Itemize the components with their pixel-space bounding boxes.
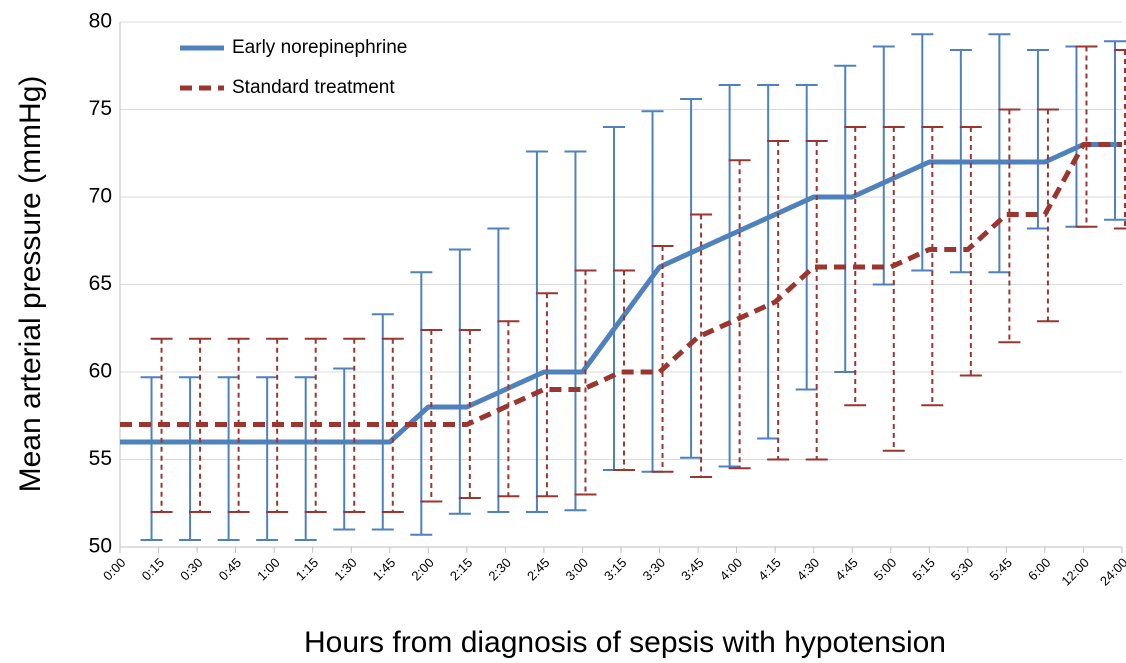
x-tick-label: 1:30	[331, 555, 360, 584]
legend-label: Standard treatment	[232, 77, 395, 98]
x-tick-label: 0:45	[216, 555, 245, 584]
x-tick-label: 2:30	[485, 555, 514, 584]
x-tick-label: 1:00	[254, 555, 283, 584]
y-axis-title: Mean arterial pressure (mmHg)	[14, 76, 47, 493]
x-tick-label: 3:45	[678, 555, 707, 584]
series-line	[120, 142, 1122, 445]
y-tick-label: 55	[89, 447, 112, 470]
x-tick-label: 5:45	[986, 555, 1015, 584]
series-line	[120, 142, 1122, 427]
x-tick-label: 2:15	[447, 555, 476, 584]
y-tick-label: 80	[89, 10, 112, 33]
x-tick-label: 1:15	[293, 555, 322, 584]
x-tick-label: 5:00	[871, 555, 900, 584]
x-tick-label: 4:30	[794, 555, 823, 584]
x-tick-label: 12:00	[1058, 555, 1092, 589]
x-axis-title: Hours from diagnosis of sepsis with hypo…	[304, 626, 946, 659]
x-tick-label: 0:30	[177, 555, 206, 584]
x-tick-label: 4:15	[755, 555, 784, 584]
x-tick-label: 24:00	[1097, 555, 1126, 589]
y-tick-label: 75	[89, 97, 112, 120]
x-tick-label: 6:00	[1025, 555, 1054, 584]
legend-label: Early norepinephrine	[232, 37, 407, 58]
x-tick-label: 3:15	[601, 555, 630, 584]
y-tick-label: 50	[89, 535, 112, 558]
x-tick-label: 3:00	[563, 555, 592, 584]
x-tick-label: 0:00	[100, 555, 129, 584]
x-tick-label: 4:45	[832, 555, 861, 584]
y-tick-label: 65	[89, 272, 112, 295]
x-tick-label: 5:30	[948, 555, 977, 584]
y-tick-label: 70	[89, 185, 112, 208]
x-tick-label: 3:30	[640, 555, 669, 584]
x-tick-label: 2:00	[408, 555, 437, 584]
x-tick-label: 4:00	[717, 555, 746, 584]
x-tick-label: 0:15	[139, 555, 168, 584]
y-tick-label: 60	[89, 360, 112, 383]
x-tick-label: 2:45	[524, 555, 553, 584]
x-tick-label: 5:15	[909, 555, 938, 584]
x-tick-label: 1:45	[370, 555, 399, 584]
